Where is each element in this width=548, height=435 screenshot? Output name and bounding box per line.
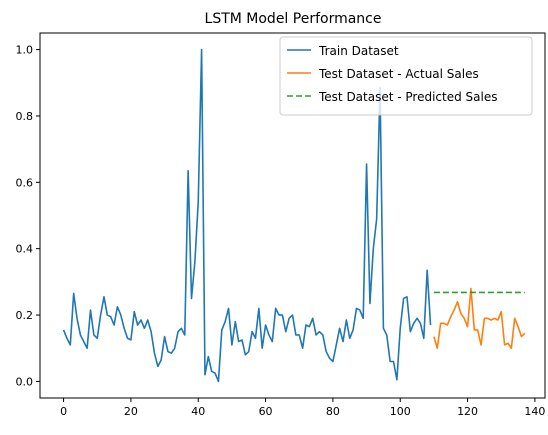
x-axis: 0 20 40 60 80 100 120 140: [60, 398, 545, 418]
y-tick-label: 1.0: [16, 44, 34, 57]
legend-label-actual: Test Dataset - Actual Sales: [318, 67, 479, 81]
legend: Train Dataset Test Dataset - Actual Sale…: [279, 36, 533, 116]
y-tick-label: 0.8: [16, 110, 34, 123]
y-axis: 0.0 0.2 0.4 0.6 0.8 1.0: [16, 44, 40, 388]
legend-box: [279, 36, 533, 116]
y-tick-label: 0.0: [16, 375, 34, 388]
x-tick-label: 120: [457, 405, 478, 418]
x-tick-label: 100: [390, 405, 411, 418]
y-tick-label: 0.4: [16, 243, 34, 256]
x-tick-label: 140: [524, 405, 545, 418]
chart-title: LSTM Model Performance: [205, 11, 382, 27]
x-tick-label: 40: [191, 405, 205, 418]
plot-frame: [39, 32, 546, 399]
x-tick-label: 20: [124, 405, 138, 418]
series-line-actual: [433, 287, 526, 350]
series-line-train: [62, 48, 432, 383]
x-tick-label: 0: [60, 405, 67, 418]
plot-area: [62, 48, 526, 383]
legend-label-predicted: Test Dataset - Predicted Sales: [318, 90, 497, 104]
legend-label-train: Train Dataset: [318, 44, 399, 58]
x-tick-label: 60: [259, 405, 273, 418]
y-tick-label: 0.2: [16, 309, 34, 322]
y-tick-label: 0.6: [16, 176, 34, 189]
x-tick-label: 80: [326, 405, 340, 418]
